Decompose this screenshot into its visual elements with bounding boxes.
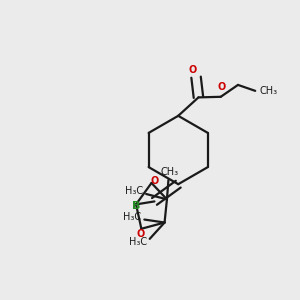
Text: B: B bbox=[132, 201, 140, 211]
Text: O: O bbox=[150, 176, 159, 186]
Text: CH₃: CH₃ bbox=[260, 86, 278, 96]
Text: O: O bbox=[217, 82, 226, 92]
Text: H₃C: H₃C bbox=[123, 212, 141, 222]
Text: O: O bbox=[188, 65, 196, 75]
Text: H₃C: H₃C bbox=[129, 237, 147, 247]
Text: H₃C: H₃C bbox=[125, 186, 143, 196]
Text: O: O bbox=[137, 229, 145, 238]
Text: CH₃: CH₃ bbox=[160, 167, 178, 177]
